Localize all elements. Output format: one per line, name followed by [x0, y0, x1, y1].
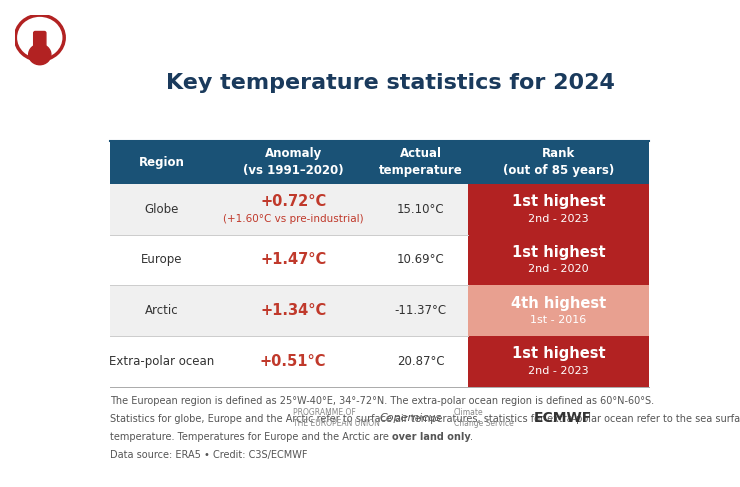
FancyBboxPatch shape [468, 235, 649, 285]
FancyBboxPatch shape [468, 184, 649, 235]
Text: +1.47°C: +1.47°C [260, 252, 326, 267]
FancyBboxPatch shape [110, 285, 649, 336]
Text: PROGRAMME OF
THE EUROPEAN UNION: PROGRAMME OF THE EUROPEAN UNION [293, 409, 380, 429]
Text: 15.10°C: 15.10°C [397, 203, 445, 216]
FancyBboxPatch shape [110, 184, 649, 235]
FancyBboxPatch shape [110, 141, 649, 184]
Text: 1st - 2016: 1st - 2016 [531, 315, 587, 325]
Text: Climate
Change Service: Climate Change Service [454, 409, 514, 429]
Text: Globe: Globe [144, 203, 178, 216]
FancyBboxPatch shape [468, 285, 649, 336]
Text: 1st highest: 1st highest [511, 245, 605, 260]
Text: Statistics for globe, Europe and the Arctic refer to surface air temperatures, s: Statistics for globe, Europe and the Arc… [110, 414, 740, 424]
Text: 10.69°C: 10.69°C [397, 254, 445, 266]
Text: -11.37°C: -11.37°C [394, 304, 447, 317]
Text: Rank
(out of 85 years): Rank (out of 85 years) [503, 148, 614, 177]
FancyBboxPatch shape [110, 336, 649, 387]
Text: Actual
temperature: Actual temperature [379, 148, 462, 177]
Text: +0.72°C: +0.72°C [260, 194, 326, 208]
Text: 1st highest: 1st highest [511, 194, 605, 209]
Text: Anomaly
(vs 1991–2020): Anomaly (vs 1991–2020) [243, 148, 343, 177]
Text: The European region is defined as 25°W-40°E, 34°-72°N. The extra-polar ocean reg: The European region is defined as 25°W-4… [110, 396, 654, 406]
Text: Europe: Europe [141, 254, 182, 266]
Text: Data source: ERA5 • Credit: C3S/ECMWF: Data source: ERA5 • Credit: C3S/ECMWF [110, 450, 307, 460]
Text: .: . [471, 432, 474, 442]
FancyBboxPatch shape [110, 235, 649, 285]
Text: 1st highest: 1st highest [511, 346, 605, 361]
FancyBboxPatch shape [34, 32, 46, 56]
Text: 4th highest: 4th highest [511, 296, 606, 311]
Text: Key temperature statistics for 2024: Key temperature statistics for 2024 [166, 73, 615, 93]
FancyBboxPatch shape [468, 336, 649, 387]
Text: 20.87°C: 20.87°C [397, 355, 445, 368]
Text: +0.51°C: +0.51°C [260, 354, 326, 369]
Text: 2nd - 2023: 2nd - 2023 [528, 366, 589, 375]
Text: ECMWF: ECMWF [534, 412, 592, 426]
Text: Copernicus: Copernicus [380, 413, 441, 423]
Text: Region: Region [138, 156, 184, 169]
Text: over land only: over land only [391, 432, 471, 442]
Text: Arctic: Arctic [144, 304, 178, 317]
Circle shape [29, 44, 51, 65]
Text: temperature. Temperatures for Europe and the Arctic are: temperature. Temperatures for Europe and… [110, 432, 391, 442]
Text: +1.34°C: +1.34°C [260, 303, 326, 318]
Text: 2nd - 2020: 2nd - 2020 [528, 264, 589, 274]
Text: (+1.60°C vs pre-industrial): (+1.60°C vs pre-industrial) [223, 214, 363, 224]
Text: Extra-polar ocean: Extra-polar ocean [109, 355, 214, 368]
Text: 2nd - 2023: 2nd - 2023 [528, 214, 589, 224]
